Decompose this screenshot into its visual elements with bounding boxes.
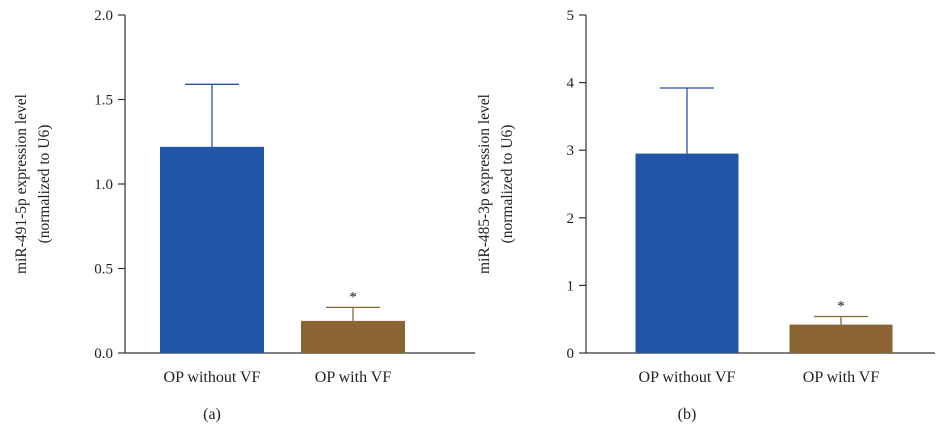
y-tick-label: 0 [567,346,575,362]
y-tick-label: 5 [567,8,575,24]
y-tick-label: 2 [567,211,575,227]
y-tick-label: 2.0 [94,8,113,24]
chart-panel-a: 0.0 0.5 1.0 1.5 2.0 OP without VF * OP with VF m… [13,8,475,423]
y-tick-label: 3 [567,143,575,159]
x-category-label: OP with VF [803,369,880,386]
y-tick-label: 0.5 [94,262,113,278]
y-tick-label: 4 [567,76,575,92]
significance-label: * [349,289,357,305]
x-category-label: OP without VF [639,369,736,386]
bar [789,324,893,353]
x-category-label: OP with VF [315,369,392,386]
y-axis-label: miR-485-3p expression level [476,94,493,274]
y-axis-label: (normalized to U6) [499,125,516,244]
y-tick-label: 0.0 [94,346,113,362]
y-tick-label: 1.0 [94,177,113,193]
bar [635,153,739,353]
x-category-label: OP without VF [164,369,261,386]
significance-label: * [837,298,845,314]
panel-label: (a) [203,406,221,423]
y-tick-label: 1 [567,278,575,294]
y-axis-label: miR-491-5p expression level [13,94,30,274]
bar [301,320,405,353]
bar [160,146,264,353]
y-axis-label: (normalized to U6) [36,125,53,244]
chart-panel-b: 0 1 2 3 4 5 OP without VF * OP with VF miR-485-3p… [476,8,935,423]
y-tick-label: 1.5 [94,93,113,109]
panel-label: (b) [678,406,697,423]
